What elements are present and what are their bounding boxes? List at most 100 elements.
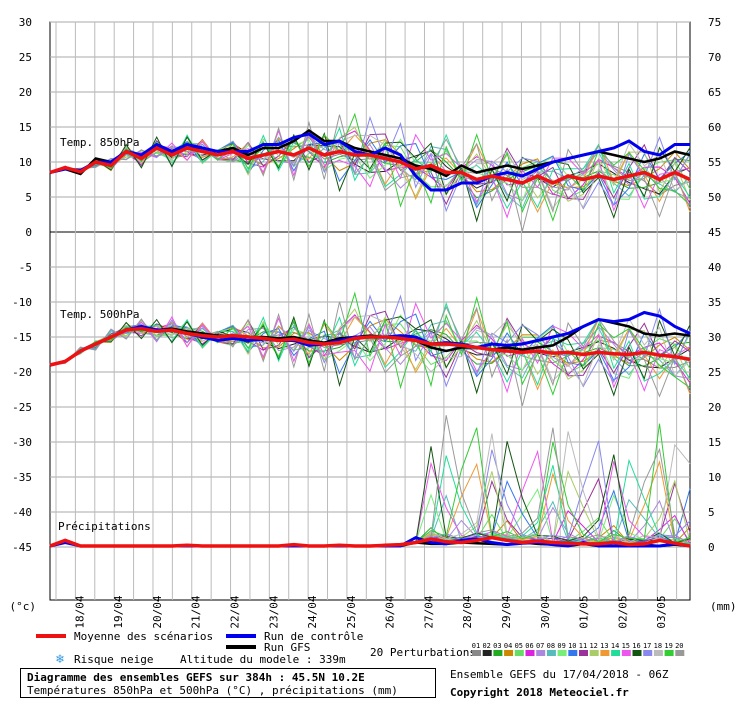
perturbation-number: 13 [600, 642, 608, 650]
right-tick-label: 75 [708, 16, 721, 29]
right-tick-label: 10 [708, 471, 721, 484]
perturbation-12-t850 [49, 126, 691, 202]
snow-risk-label: Risque neige [74, 653, 153, 666]
right-tick-label: 45 [708, 226, 721, 239]
perturbation-number: 16 [632, 642, 640, 650]
left-tick-label: -15 [12, 331, 32, 344]
perturbation-number: 19 [664, 642, 672, 650]
perturbation-swatch [504, 650, 514, 656]
perturbation-swatch [589, 650, 599, 656]
perturbation-swatch [546, 650, 556, 656]
perturbation-16-t850 [49, 131, 691, 223]
perturbation-14-t500 [49, 302, 691, 387]
date-label: 19/04 [112, 595, 125, 628]
perturbation-16-t500 [49, 315, 691, 397]
perturbation-number: 03 [493, 642, 501, 650]
perturbation-11-t850 [49, 133, 691, 206]
perturbation-17-t850 [49, 115, 691, 213]
date-label: 27/04 [422, 595, 435, 628]
right-tick-label: 40 [708, 261, 721, 274]
perturbation-number: 05 [515, 642, 523, 650]
right-tick-label: 20 [708, 401, 721, 414]
left-tick-label: 20 [19, 86, 32, 99]
perturbation-number: 01 [472, 642, 480, 650]
right-tick-label: 15 [708, 436, 721, 449]
left-tick-label: -20 [12, 366, 32, 379]
panel-label-t500: Temp. 500hPa [60, 308, 139, 321]
date-label: 03/05 [655, 595, 668, 628]
perturbation-number: 07 [536, 642, 544, 650]
chart-grid [49, 21, 691, 601]
perturbation-number: 18 [654, 642, 662, 650]
right-info: Ensemble GEFS du 17/04/2018 - 06Z Copyri… [450, 666, 669, 702]
plot-frame [49, 21, 691, 601]
ensemble-run-label: Ensemble GEFS du 17/04/2018 - 06Z [450, 668, 669, 681]
perturbation-18-t500 [49, 314, 691, 387]
series-0-precip [49, 535, 691, 548]
perturbation-number: 08 [547, 642, 555, 650]
left-tick-label: 0 [25, 226, 32, 239]
left-tick-label: 25 [19, 51, 32, 64]
right-tick-label: 55 [708, 156, 721, 169]
right-tick-label: 70 [708, 51, 721, 64]
chart-subtitle: Températures 850hPa et 500hPa (°C) , pré… [27, 684, 398, 697]
right-tick-label: 60 [708, 121, 721, 134]
perturbation-swatch [579, 650, 588, 656]
right-tick-label: 0 [708, 541, 715, 554]
perturbation-swatch [632, 650, 642, 656]
date-label: 20/04 [151, 595, 164, 628]
perturbation-number: 11 [579, 642, 587, 650]
perturbation-swatch [525, 650, 535, 656]
legend-control-label: Run de contrôle [264, 630, 363, 643]
right-tick-label: 5 [708, 506, 715, 519]
perturbation-swatch [482, 650, 492, 656]
right-tick-label: 65 [708, 86, 721, 99]
date-label: 01/05 [578, 595, 591, 628]
perturbation-swatch [514, 650, 524, 656]
date-label: 02/05 [616, 595, 629, 628]
perturbation-swatch [621, 650, 631, 656]
date-label: 23/04 [267, 595, 280, 628]
perturbation-swatch [557, 650, 567, 656]
date-label: 28/04 [461, 595, 474, 628]
series-0-t850 [49, 145, 691, 185]
perturbation-12-t500 [49, 308, 691, 382]
perturbation-number: 02 [482, 642, 490, 650]
perturbation-number: 04 [504, 642, 512, 650]
left-tick-label: 15 [19, 121, 32, 134]
perturbation-17-t500 [49, 294, 691, 388]
left-tick-label: -5 [19, 261, 32, 274]
series-0-t500 [49, 326, 691, 367]
perturbation-number: 14 [611, 642, 619, 650]
left-tick-label: -10 [12, 296, 32, 309]
left-tick-label: -45 [12, 541, 32, 554]
left-tick-label: -40 [12, 506, 32, 519]
perturbation-number: 06 [525, 642, 533, 650]
perturbation-swatch [536, 650, 546, 656]
perturbation-swatch [472, 650, 481, 656]
date-label: 24/04 [306, 595, 319, 628]
left-unit-label: (°c) [10, 600, 37, 613]
perturbation-swatch [643, 650, 653, 656]
perturbation-number: 12 [589, 642, 597, 650]
perturbation-06-t500 [49, 314, 691, 384]
left-tick-label: 10 [19, 156, 32, 169]
left-tick-label: 5 [25, 191, 32, 204]
perturbation-swatch [653, 650, 663, 656]
date-label: 26/04 [384, 595, 397, 628]
perturbation-number: 10 [568, 642, 576, 650]
left-tick-label: 30 [19, 16, 32, 29]
perturbation-swatch [611, 650, 621, 656]
date-label: 21/04 [190, 595, 203, 628]
panel-label-t850: Temp. 850hPa [60, 136, 139, 149]
date-label: 30/04 [539, 595, 552, 628]
info-box: Diagramme des ensembles GEFS sur 384h : … [20, 668, 436, 698]
perturbation-number: 15 [622, 642, 630, 650]
date-label: 18/04 [73, 595, 86, 628]
copyright-label: Copyright 2018 Meteociel.fr [450, 686, 629, 699]
perturbation-swatch [675, 650, 685, 656]
perturbation-number: 09 [557, 642, 565, 650]
perturbation-swatch [568, 650, 578, 656]
